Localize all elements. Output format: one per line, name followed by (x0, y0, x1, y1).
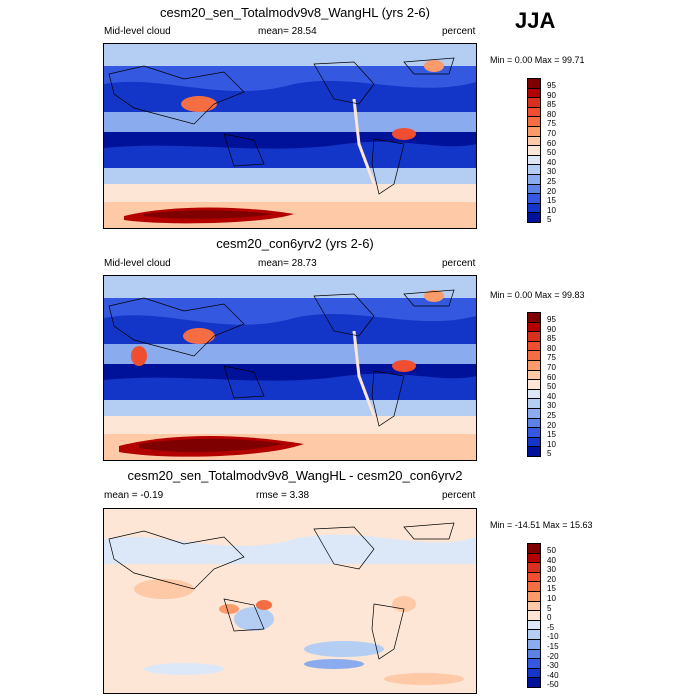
panel-1-left-label: Mid-level cloud (104, 26, 171, 37)
panel-3-center-label: rmse = 3.38 (256, 490, 310, 501)
colorbar-label: 50 (547, 148, 556, 158)
panel-3-map-svg (104, 509, 476, 693)
colorbar-label: 30 (547, 401, 556, 411)
panel-1-colorbar: 95 90 85 80 75 70 60 50 40 30 25 20 15 10 5 (527, 78, 577, 228)
colorbar-label: 25 (547, 177, 556, 186)
colorbar-label: 50 (547, 546, 556, 555)
colorbar-label: 70 (547, 363, 556, 372)
colorbar-label: 5 (547, 215, 552, 225)
colorbar-label: 60 (547, 372, 556, 382)
colorbar-label: 40 (547, 157, 556, 167)
panel-2-right-label: percent (442, 258, 476, 269)
colorbar-label: 30 (547, 167, 556, 177)
colorbar-label: 10 (547, 439, 556, 449)
colorbar-label: 0 (547, 613, 552, 623)
colorbar-label: 10 (547, 205, 556, 215)
colorbar-label: -40 (547, 670, 559, 680)
colorbar-label: 70 (547, 129, 556, 138)
colorbar-label: 40 (547, 555, 556, 565)
colorbar-cell (527, 446, 541, 457)
panel-1-title: cesm20_sen_Totalmodv9v8_WangHL (yrs 2-6) (160, 5, 430, 20)
colorbar-label: 80 (547, 343, 556, 353)
panel-1-right-label: percent (442, 26, 476, 37)
colorbar-label: -5 (547, 622, 555, 632)
panel-2-map-svg (104, 276, 476, 460)
colorbar-label: 15 (547, 430, 556, 440)
panel-2-title: cesm20_con6yrv2 (yrs 2-6) (216, 236, 374, 251)
colorbar-cell (527, 212, 541, 223)
panel-3-right-label: percent (442, 490, 476, 501)
colorbar-label: -15 (547, 642, 559, 651)
panel-3-min-max: Min = -14.51 Max = 15.63 (490, 520, 593, 530)
colorbar-label: 95 (547, 315, 556, 324)
colorbar-label: 30 (547, 565, 556, 575)
colorbar-label: 75 (547, 353, 556, 363)
panel-3-map (103, 508, 477, 694)
colorbar-label: 90 (547, 90, 556, 100)
colorbar-label: -50 (547, 680, 559, 690)
colorbar-label: -20 (547, 651, 559, 661)
panel-3-title: cesm20_sen_Totalmodv9v8_WangHL - cesm20_… (127, 468, 463, 483)
panel-2-center-label: mean= 28.73 (258, 258, 317, 269)
colorbar-label: 50 (547, 382, 556, 392)
colorbar-cell (527, 677, 541, 688)
colorbar-label: 40 (547, 391, 556, 401)
panel-2-left-label: Mid-level cloud (104, 258, 171, 269)
colorbar-label: 60 (547, 138, 556, 148)
panel-1-map (103, 43, 477, 229)
colorbar-label: 5 (547, 603, 552, 613)
colorbar-label: 5 (547, 449, 552, 459)
colorbar-label: 75 (547, 119, 556, 129)
colorbar-label: 95 (547, 81, 556, 90)
panel-3-left-label: mean = -0.19 (104, 490, 164, 501)
panel-1-center-label: mean= 28.54 (258, 26, 317, 37)
colorbar-label: 15 (547, 196, 556, 206)
panel-1-map-svg (104, 44, 476, 228)
colorbar-label: 80 (547, 109, 556, 119)
panel-2-map (103, 275, 477, 461)
colorbar-label: 85 (547, 100, 556, 110)
panel-3-colorbar: 50 40 30 20 15 10 5 0 -5 -10 -15 -20 -30 -40 -50 (527, 543, 577, 693)
colorbar-label: 20 (547, 186, 556, 196)
colorbar-label: -10 (547, 632, 559, 642)
colorbar-label: 10 (547, 594, 556, 603)
colorbar-label: 90 (547, 324, 556, 334)
panel-1-min-max: Min = 0.00 Max = 99.71 (490, 55, 585, 65)
colorbar-label: 15 (547, 584, 556, 594)
colorbar-label: 20 (547, 574, 556, 584)
panel-2-colorbar: 95 90 85 80 75 70 60 50 40 30 25 20 15 10 5 (527, 312, 577, 462)
colorbar-label: 25 (547, 411, 556, 420)
season-label: JJA (515, 8, 556, 33)
colorbar-label: -30 (547, 661, 559, 671)
colorbar-label: 85 (547, 334, 556, 344)
panel-2-min-max: Min = 0.00 Max = 99.83 (490, 290, 585, 300)
colorbar-label: 20 (547, 420, 556, 430)
